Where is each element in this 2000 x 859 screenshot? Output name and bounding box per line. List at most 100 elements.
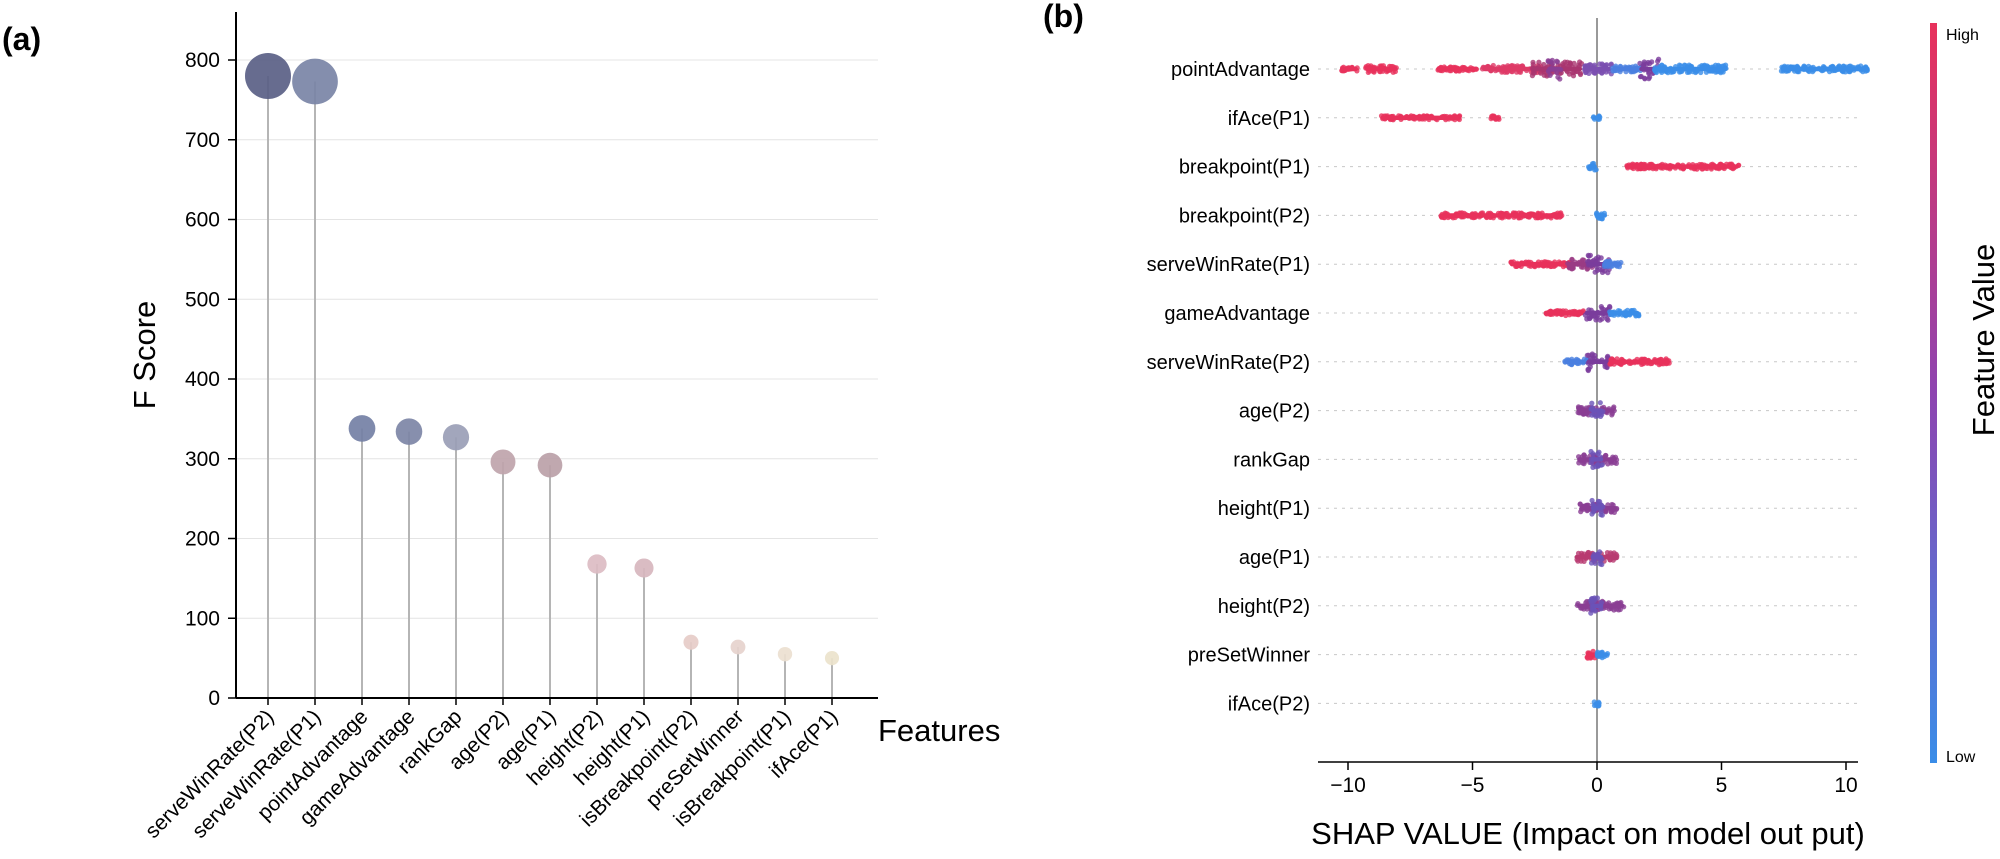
shap-point (1599, 269, 1606, 275)
shap-point (1589, 412, 1595, 418)
shap-point (1647, 60, 1653, 67)
shap-point (1607, 303, 1613, 310)
y-tick-label: 500 (185, 288, 220, 311)
shap-point (1530, 59, 1536, 65)
y-tick-label: 0 (208, 687, 220, 710)
feature-label: ifAce(P2) (1228, 693, 1310, 715)
shap-point (1596, 449, 1602, 455)
shap-band (1365, 66, 1398, 72)
x-tick-label: −10 (1330, 774, 1366, 797)
shap-band (1611, 66, 1642, 72)
colorbar (1930, 23, 1937, 763)
shap-point (1569, 256, 1575, 262)
bubble (442, 424, 470, 451)
shap-band (1440, 213, 1563, 218)
shap-point (1554, 58, 1560, 64)
shap-point (1586, 70, 1592, 76)
feature-label: ifAce(P1) (1228, 108, 1310, 130)
bubble (587, 554, 607, 574)
shap-point (1609, 412, 1615, 418)
shap-point (1545, 58, 1551, 64)
feature-label: pointAdvantage (1171, 59, 1310, 81)
shap-point (1656, 56, 1662, 62)
shap-band (1626, 164, 1739, 169)
colorbar-high-label: High (1946, 27, 1979, 44)
shap-point (1585, 367, 1591, 374)
shap-point (1589, 400, 1595, 406)
shap-point (1587, 315, 1593, 321)
colorbar-low-label: Low (1946, 749, 1976, 766)
colorbar-title: Feature Value (1966, 244, 2000, 436)
shap-point (1531, 70, 1537, 76)
shap-point (1549, 57, 1555, 63)
panel-a-gridlines (236, 59, 878, 619)
panel-a-x-axis-title: Features (878, 713, 1000, 748)
shap-point (1569, 266, 1575, 272)
panel-a-stems (267, 75, 833, 698)
shap-band (1587, 359, 1612, 364)
shap-band (1588, 164, 1597, 169)
x-tick-label: −5 (1461, 774, 1485, 797)
shap-point (1681, 62, 1688, 68)
shap-point (1604, 62, 1610, 68)
shap-point (1536, 59, 1542, 65)
shap-band (1593, 115, 1601, 120)
bubble (348, 415, 376, 442)
shap-point (1605, 270, 1611, 276)
bubble (777, 646, 793, 662)
shap-point (1611, 509, 1617, 515)
y-tick-label: 300 (185, 448, 220, 471)
shap-point (1597, 549, 1603, 555)
panel-a-label: (a) (2, 21, 41, 57)
shap-point (1577, 501, 1583, 507)
shap-band (1597, 652, 1609, 657)
shap-band (1781, 66, 1869, 72)
shap-point (1578, 550, 1585, 556)
shap-band (1489, 115, 1500, 120)
feature-label: serveWinRate(P2) (1147, 352, 1310, 374)
shap-point (1577, 71, 1584, 78)
shap-point (1603, 452, 1609, 459)
shap-point (1584, 352, 1590, 358)
shap-point (1604, 550, 1610, 556)
panel-a-y-axis-title: F Score (127, 301, 162, 410)
y-tick-label: 400 (185, 368, 220, 391)
bubble (683, 634, 699, 650)
shap-point (1609, 501, 1615, 508)
shap-point (1581, 461, 1587, 467)
shap-point (1547, 72, 1553, 78)
shap-point (1592, 269, 1598, 275)
shap-band (1590, 554, 1604, 560)
shap-band (1509, 262, 1573, 267)
y-tick-label: 700 (185, 129, 220, 152)
bubble (395, 418, 423, 445)
shap-point (1587, 252, 1593, 258)
panel-a-bubbles (245, 52, 840, 666)
panel-b-shap-summary: (b) pointAdvantage ifAce(P1) breakpoint(P1… (1043, 0, 2000, 851)
shap-band (1437, 66, 1478, 72)
shap-point (1584, 266, 1590, 272)
shap-point (1599, 462, 1605, 468)
bubble (634, 558, 654, 578)
panel-a-y-ticks: 0 100 200 300 400 500 600 700 800 (185, 49, 236, 710)
shap-point (1589, 511, 1595, 517)
panel-a-lollipop-chart: (a) 0 100 200 300 400 500 600 700 800 serveWinRa… (2, 12, 1000, 843)
panel-b-x-ticks: −10 −5 0 5 10 (1330, 762, 1858, 797)
bubble (245, 52, 291, 99)
shap-band (1590, 457, 1604, 462)
panel-b-x-axis-title: SHAP VALUE (Impact on model out put) (1311, 816, 1865, 851)
shap-point (1589, 352, 1595, 358)
shap-point (1597, 400, 1603, 406)
y-tick-label: 100 (185, 607, 220, 630)
bubble (490, 449, 516, 475)
shap-point (1686, 62, 1692, 68)
shap-point (1590, 464, 1596, 470)
feature-label: breakpoint(P1) (1179, 157, 1310, 179)
shap-band (1587, 652, 1597, 657)
bubble (537, 452, 563, 478)
shap-band (1590, 506, 1604, 511)
y-tick-label: 600 (185, 209, 220, 232)
shap-point (1541, 61, 1547, 68)
shap-point (1593, 413, 1599, 419)
shap-point (1591, 597, 1597, 604)
